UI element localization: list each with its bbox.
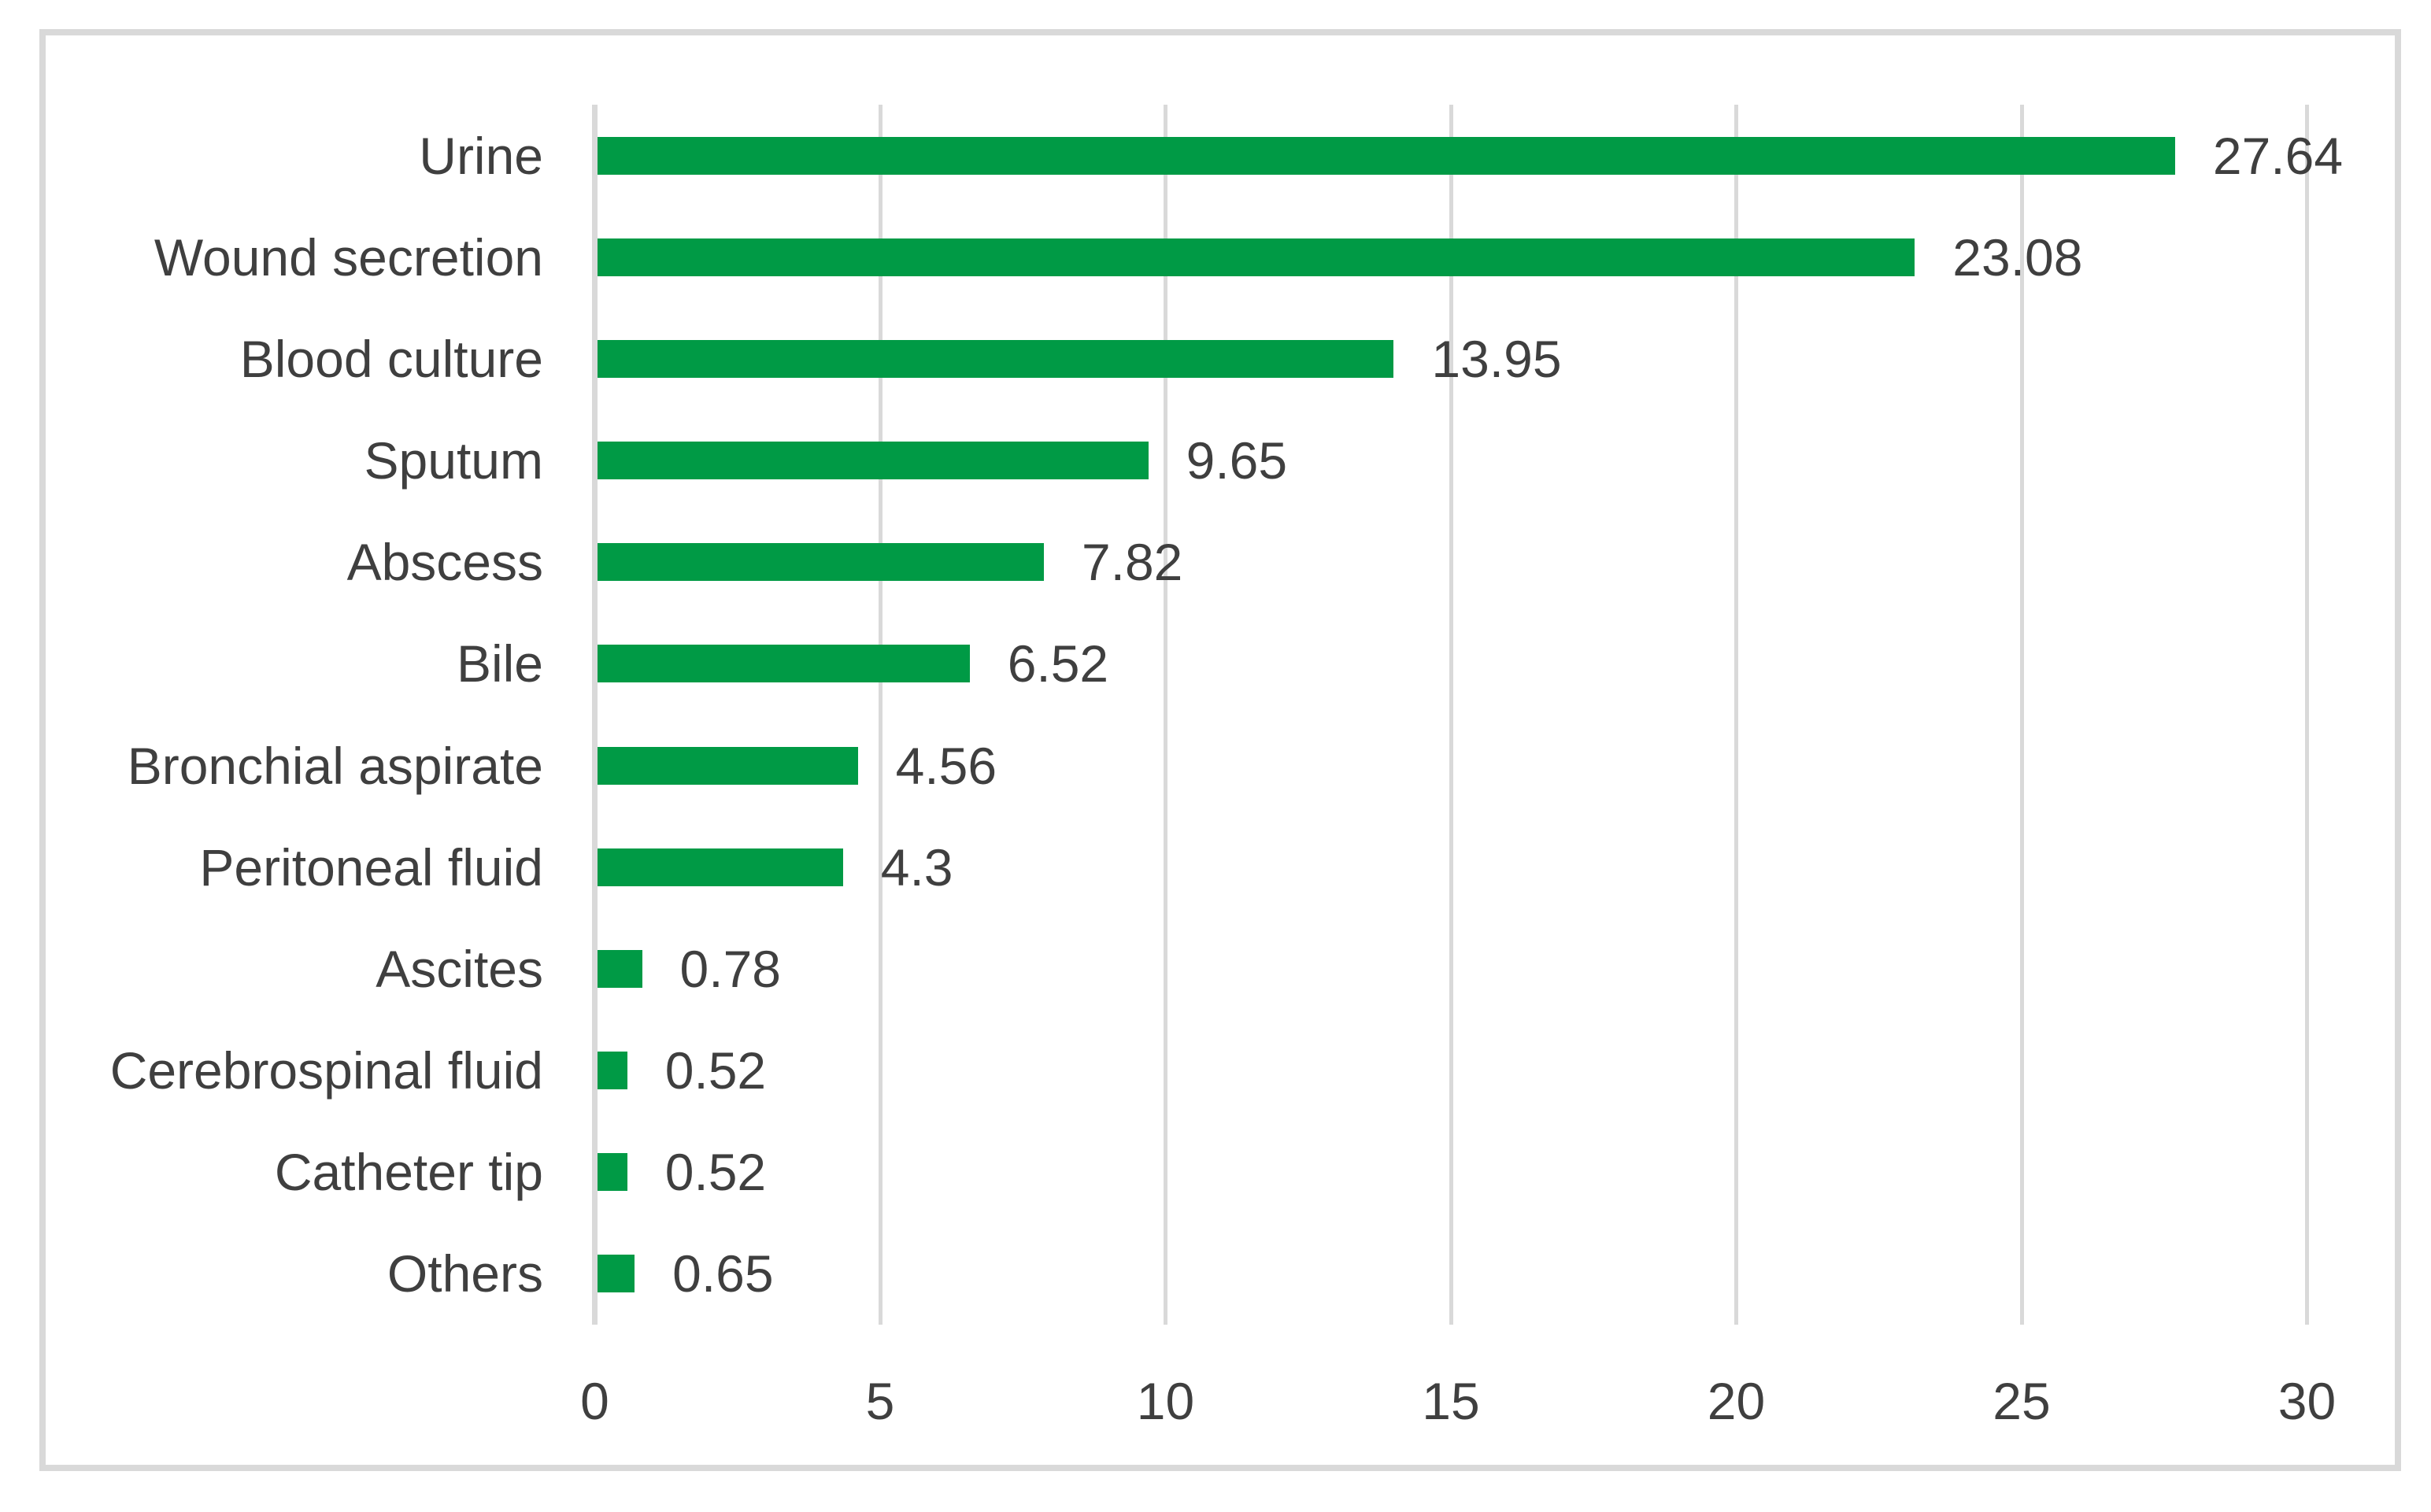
- category-label: Others: [387, 1244, 543, 1303]
- bar: [598, 238, 1915, 276]
- value-label: 13.95: [1431, 329, 1562, 388]
- value-label: 0.78: [679, 939, 782, 998]
- value-label: 4.3: [880, 837, 953, 896]
- category-label: Bile: [456, 634, 543, 693]
- bar: [598, 136, 2175, 175]
- gridline-x-5: [878, 105, 882, 1325]
- value-label: 23.08: [1952, 227, 2083, 287]
- category-label: Bronchial aspirate: [127, 736, 543, 795]
- category-label: Urine: [419, 126, 543, 185]
- value-label: 0.65: [672, 1244, 774, 1303]
- gridline-x-30: [2305, 105, 2309, 1325]
- category-label: Wound secretion: [154, 227, 543, 287]
- category-label: Catheter tip: [274, 1143, 543, 1202]
- x-tick-label: 25: [1993, 1372, 2051, 1430]
- gridline-x-20: [1734, 105, 1738, 1325]
- gridline-x-25: [2019, 105, 2024, 1325]
- bar: [598, 442, 1149, 480]
- y-axis-line: [592, 105, 598, 1325]
- x-tick-label: 5: [865, 1372, 895, 1430]
- bar: [598, 1153, 627, 1192]
- bar: [598, 543, 1044, 582]
- gridline-x-10: [1164, 105, 1167, 1325]
- bar: [598, 848, 843, 886]
- category-label: Abscess: [346, 533, 543, 592]
- category-label: Sputum: [364, 431, 543, 490]
- bar: [598, 949, 642, 988]
- x-tick-label: 30: [2277, 1372, 2337, 1430]
- value-label: 9.65: [1186, 431, 1288, 490]
- bar: [598, 645, 970, 683]
- bar: [598, 339, 1394, 378]
- category-label: Ascites: [376, 939, 543, 998]
- x-tick-label: 20: [1707, 1372, 1766, 1430]
- bar: [598, 746, 858, 785]
- category-label: Blood culture: [239, 329, 543, 388]
- gridline-x-15: [1449, 105, 1453, 1325]
- category-label: Peritoneal fluid: [199, 837, 543, 896]
- value-label: 4.56: [895, 736, 997, 795]
- value-label: 0.52: [664, 1143, 767, 1202]
- value-label: 0.52: [664, 1041, 767, 1100]
- x-tick-label: 15: [1422, 1372, 1480, 1430]
- value-label: 7.82: [1081, 533, 1183, 592]
- value-label: 27.64: [2212, 126, 2344, 185]
- x-tick-label: 0: [580, 1372, 609, 1430]
- bar: [598, 1052, 627, 1090]
- value-label: 6.52: [1007, 634, 1109, 693]
- bar: [598, 1255, 635, 1293]
- category-label: Cerebrospinal fluid: [109, 1041, 543, 1100]
- x-tick-label: 10: [1136, 1372, 1195, 1430]
